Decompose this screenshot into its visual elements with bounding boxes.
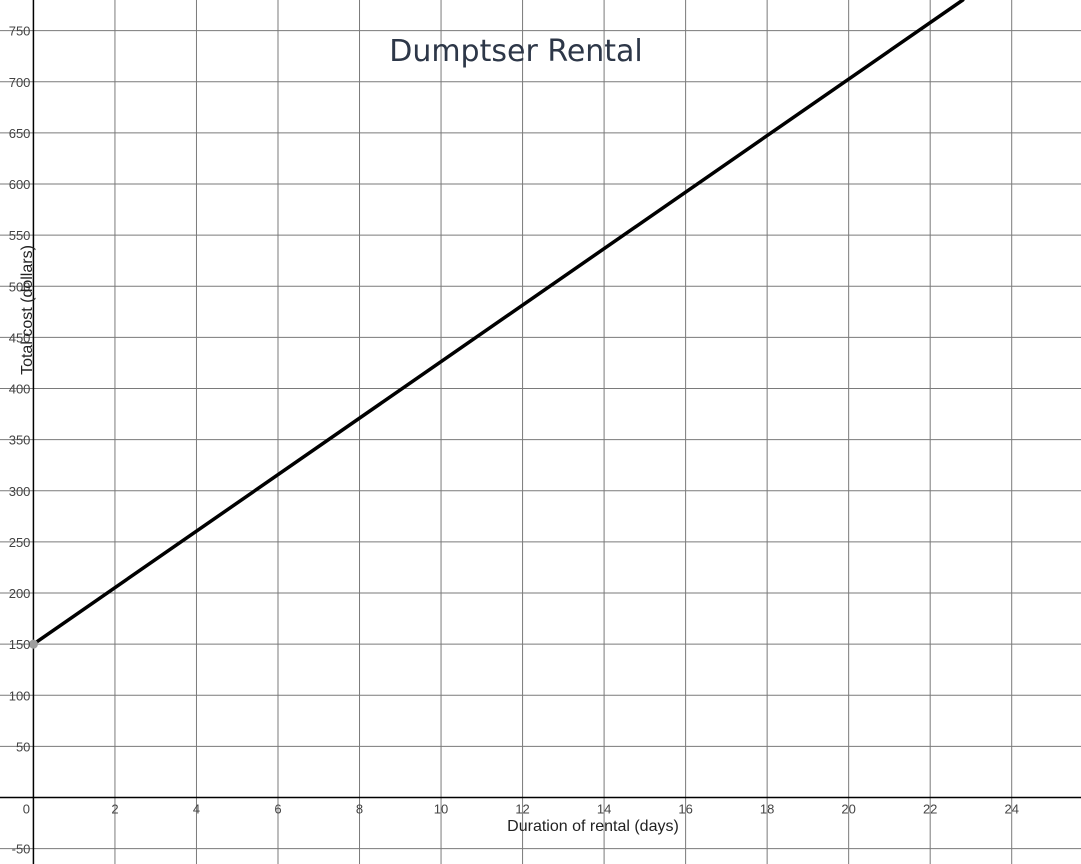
plot-area — [28, 0, 965, 649]
x-tick-label: 22 — [923, 802, 937, 817]
series-line — [31, 0, 965, 646]
y-tick-label: 600 — [9, 177, 31, 192]
y-tick-label: 750 — [9, 24, 31, 39]
y-tick-label: 300 — [9, 484, 31, 499]
y-tick-label: 450 — [9, 330, 31, 345]
y-tick-label: 500 — [9, 279, 31, 294]
y-tick-label: 650 — [9, 126, 31, 141]
y-tick-label: -50 — [12, 842, 31, 857]
y-tick-label: 250 — [9, 535, 31, 550]
x-tick-label: 10 — [434, 802, 448, 817]
y-tick-label: 350 — [9, 433, 31, 448]
x-tick-label: 8 — [356, 802, 363, 817]
y-tick-label: 400 — [9, 382, 31, 397]
tick-labels: 0 2 4 6 8 10 12 14 16 18 20 22 24-505010015020025030… — [9, 24, 1019, 857]
x-tick-label: 18 — [760, 802, 774, 817]
x-tick-label: 14 — [597, 802, 611, 817]
x-tick-label: 2 — [111, 802, 118, 817]
x-axis-label: Duration of rental (days) — [507, 818, 679, 835]
x-tick-label: 0 — [23, 802, 30, 817]
y-tick-label: 100 — [9, 688, 31, 703]
y-tick-label: 700 — [9, 75, 31, 90]
chart-title: Dumptser Rental — [389, 34, 643, 69]
y-axis-label: Total cost (dollars) — [19, 245, 36, 375]
x-tick-label: 16 — [678, 802, 692, 817]
y-tick-label: 550 — [9, 228, 31, 243]
x-tick-label: 24 — [1004, 802, 1018, 817]
y-tick-label: 50 — [16, 739, 30, 754]
data-point — [28, 639, 38, 649]
x-tick-label: 6 — [274, 802, 281, 817]
x-tick-label: 20 — [841, 802, 855, 817]
y-tick-label: 150 — [9, 637, 31, 652]
x-tick-label: 4 — [193, 802, 200, 817]
y-tick-label: 200 — [9, 586, 31, 601]
x-tick-label: 12 — [515, 802, 529, 817]
